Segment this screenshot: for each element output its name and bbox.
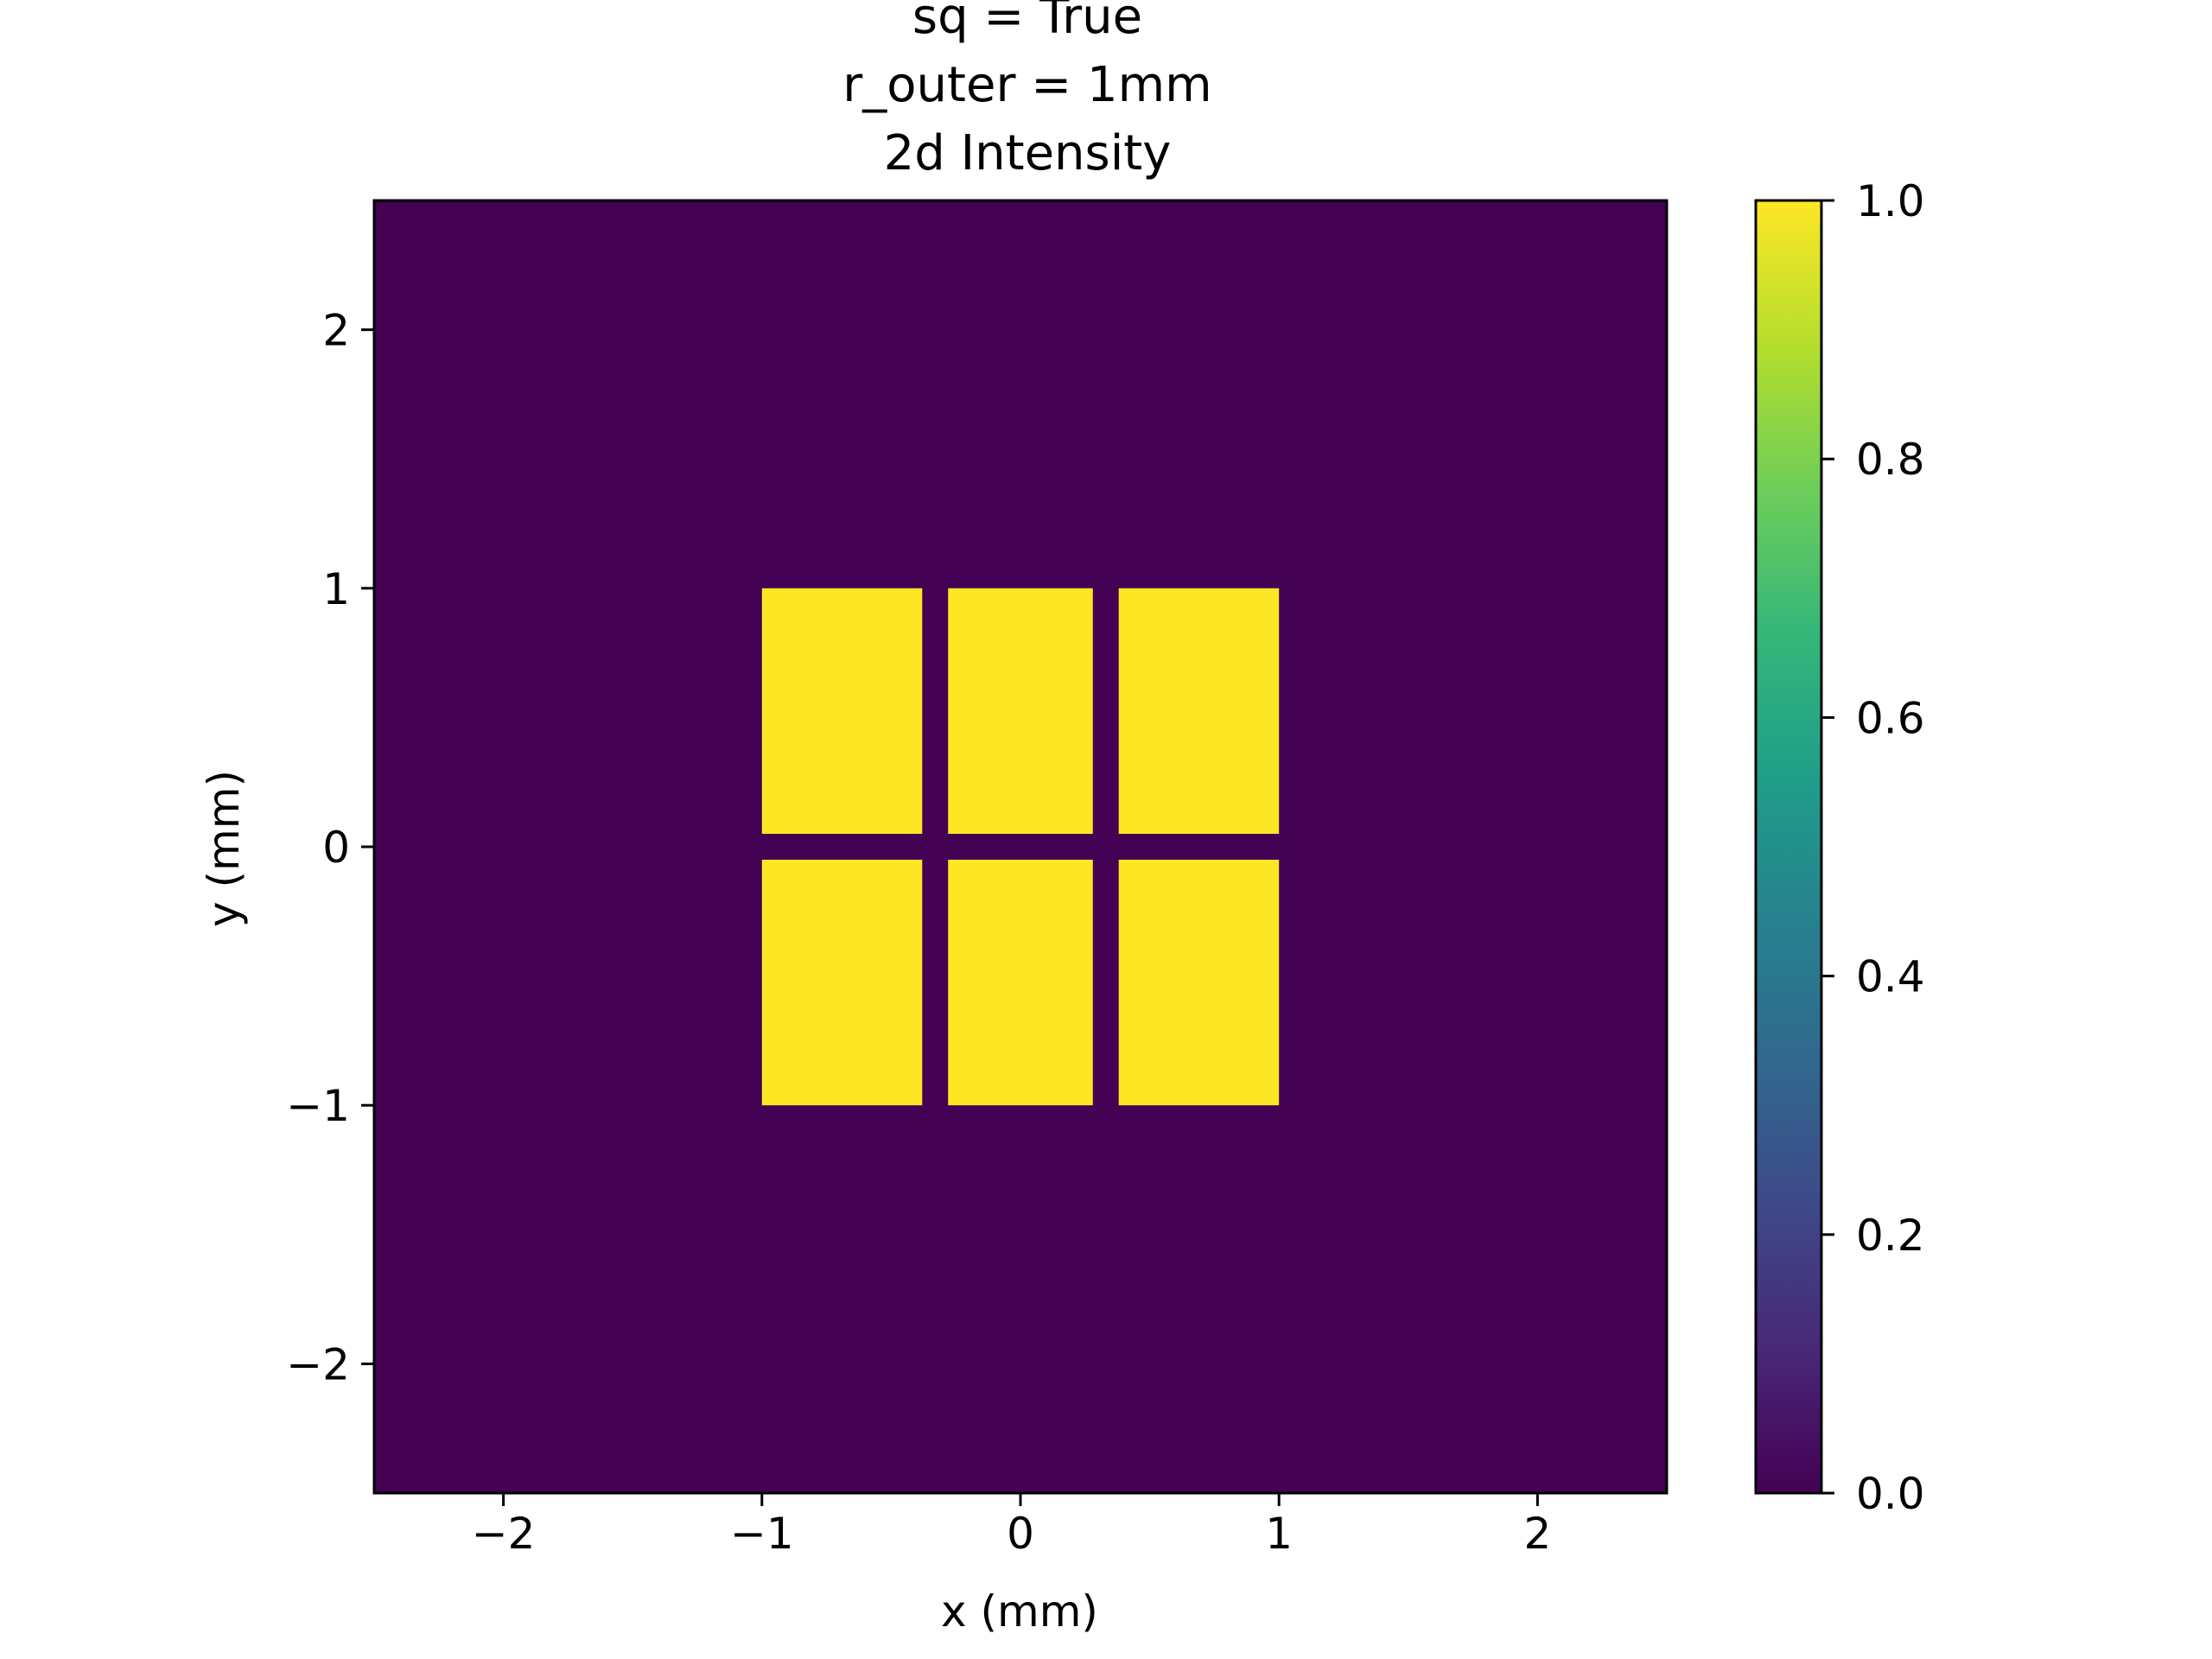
colorbar-frame — [1754, 199, 1823, 1495]
y-tick-label: 0 — [322, 823, 350, 873]
title-line: r_outer = 1mm — [842, 57, 1211, 113]
x-tick-label: 1 — [1265, 1509, 1293, 1559]
colorbar-tick-label: 0.6 — [1856, 693, 1925, 743]
title-line: sq = True — [912, 0, 1142, 45]
x-tick-label: 2 — [1523, 1509, 1551, 1559]
colorbar-gradient — [1756, 200, 1821, 1493]
colorbar: 0.0 0.2 0.4 0.6 0.8 1.0 — [1754, 176, 1925, 1519]
colorbar-tick-label: 1.0 — [1856, 176, 1925, 226]
colorbar-tick-label: 0.2 — [1856, 1211, 1925, 1261]
heatmap-background — [374, 200, 1667, 1493]
x-tick-label: −2 — [472, 1509, 536, 1559]
intensity-block — [948, 588, 1093, 835]
title-line: 2d Intensity — [884, 125, 1172, 181]
x-tick-label: 0 — [1007, 1509, 1034, 1559]
intensity-block — [948, 859, 1093, 1106]
intensity-block — [761, 588, 923, 835]
intensity-block — [761, 859, 923, 1106]
x-axis-label: x (mm) — [941, 1586, 1098, 1637]
colorbar-tick-label: 0.8 — [1856, 435, 1925, 485]
chart-title: sq = True r_outer = 1mm 2d Intensity — [842, 0, 1211, 181]
intensity-block — [1118, 859, 1280, 1106]
y-tick-label: 1 — [322, 564, 350, 614]
colorbar-tick-label: 0.0 — [1856, 1469, 1925, 1519]
x-axis: −2 −1 0 1 2 — [472, 1493, 1551, 1559]
y-tick-label: 2 — [322, 306, 350, 356]
colorbar-tick-label: 0.4 — [1856, 952, 1925, 1002]
y-tick-label: −2 — [286, 1339, 350, 1389]
y-axis: −2 −1 0 1 2 — [286, 306, 374, 1389]
y-axis-label: y (mm) — [199, 770, 249, 927]
intensity-block — [1118, 588, 1280, 835]
y-tick-label: −1 — [286, 1081, 350, 1131]
heatmap-area — [372, 199, 1669, 1495]
x-tick-label: −1 — [730, 1509, 794, 1559]
